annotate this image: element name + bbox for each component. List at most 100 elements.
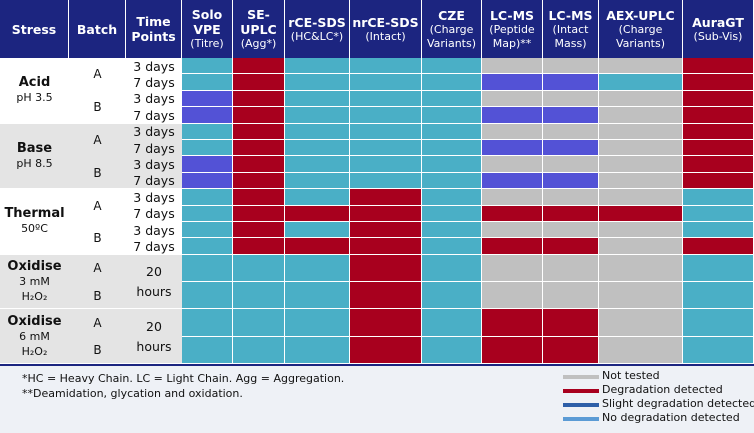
footnote: **Deamidation, glycation and oxidation. [22, 386, 243, 400]
header-name: Stress [11, 21, 57, 37]
stress-label: Base pH 8.5 [0, 123, 69, 190]
time-point: 7 days [133, 206, 175, 222]
status-cell [285, 254, 350, 283]
batch-label: A [93, 261, 102, 276]
legend-swatch [563, 388, 599, 393]
status-cell [233, 309, 285, 337]
header-note: (Intact Mass) [552, 22, 589, 50]
status-cell [233, 172, 285, 190]
status-cell [543, 205, 599, 222]
header-name: AEX-UPLC [606, 7, 675, 23]
header-note: (Charge Variants) [426, 22, 477, 50]
status-cell [599, 309, 683, 337]
status-cell [599, 123, 683, 140]
status-cell [350, 282, 422, 310]
status-cell [350, 58, 422, 75]
status-cell [599, 107, 683, 124]
status-cell [543, 140, 599, 157]
legend-label: Not tested [602, 368, 660, 382]
header-name: CZE [438, 7, 465, 23]
stress-label: Oxidise 3 mM H₂O₂ [0, 254, 69, 310]
status-cell [482, 140, 543, 157]
status-cell [543, 123, 599, 140]
status-cell [182, 238, 233, 255]
status-cell [599, 254, 683, 283]
status-cell [543, 58, 599, 75]
status-cell [482, 172, 543, 190]
batch-label: B [93, 288, 102, 303]
status-cell [422, 222, 482, 239]
status-cell [350, 172, 422, 190]
column-header: nrCE-SDS (Intact) [350, 0, 422, 58]
status-cell [599, 336, 683, 364]
time-point: 3 days [133, 157, 175, 173]
status-cell [543, 156, 599, 173]
status-cell [350, 238, 422, 255]
status-cell [285, 107, 350, 124]
stress-name: Thermal [4, 206, 65, 222]
status-cell [350, 309, 422, 337]
header-note: (Sub-Vis) [693, 29, 743, 43]
status-cell [233, 189, 285, 206]
stress-condition: 3 mM [19, 275, 50, 289]
status-cell [285, 336, 350, 364]
status-cell [422, 123, 482, 140]
column-header: Stress [0, 0, 69, 58]
time-point: 3 days [133, 58, 175, 74]
status-cell [182, 90, 233, 108]
status-cell [482, 189, 543, 206]
stress-condition: pH 3.5 [16, 91, 53, 105]
header-name: AuraGT [692, 14, 744, 30]
status-cell [350, 222, 422, 239]
status-cell [482, 156, 543, 173]
time-point: 20 hours [136, 264, 172, 300]
status-cell [543, 238, 599, 255]
status-cell [599, 140, 683, 157]
batch-label: A [93, 132, 102, 147]
status-cell [233, 156, 285, 173]
header-note: (Charge Variants) [615, 22, 666, 50]
header-name: LC-MS [548, 7, 593, 23]
status-cell [350, 107, 422, 124]
header-note: (Titre) [190, 37, 224, 50]
status-cell [683, 309, 754, 337]
status-cell [683, 107, 754, 124]
status-cell [182, 336, 233, 364]
stress-condition: 6 mM [19, 329, 50, 343]
status-cell [285, 189, 350, 206]
status-cell [683, 156, 754, 173]
status-cell [482, 74, 543, 91]
status-cell [350, 123, 422, 140]
stress-label: Acid pH 3.5 [0, 58, 69, 124]
column-header: Time Points [126, 0, 182, 58]
column-header: Solo VPE (Titre) [182, 0, 233, 58]
status-cell [350, 140, 422, 157]
status-cell [233, 336, 285, 364]
status-cell [233, 205, 285, 222]
time-point: 7 days [133, 140, 175, 156]
status-cell [182, 172, 233, 190]
status-cell [482, 222, 543, 239]
header-name: nrCE-SDS [352, 14, 419, 30]
status-cell [233, 90, 285, 108]
header-note: (Peptide Map)** [489, 22, 535, 50]
status-cell [285, 205, 350, 222]
status-cell [233, 140, 285, 157]
status-cell [543, 107, 599, 124]
status-cell [599, 282, 683, 310]
status-cell [543, 74, 599, 91]
batch-label: B [93, 165, 102, 180]
label-background [69, 309, 182, 364]
stress-label: Oxidise 6 mM H₂O₂ [0, 309, 69, 364]
status-cell [543, 309, 599, 337]
status-cell [482, 254, 543, 283]
time-point: 3 days [133, 189, 175, 205]
status-cell [233, 238, 285, 255]
status-cell [543, 90, 599, 108]
time-point: 3 days [133, 222, 175, 238]
time-point: 3 days [133, 124, 175, 140]
time-point: 7 days [133, 107, 175, 123]
status-cell [683, 222, 754, 239]
status-cell [182, 282, 233, 310]
status-cell [683, 58, 754, 75]
